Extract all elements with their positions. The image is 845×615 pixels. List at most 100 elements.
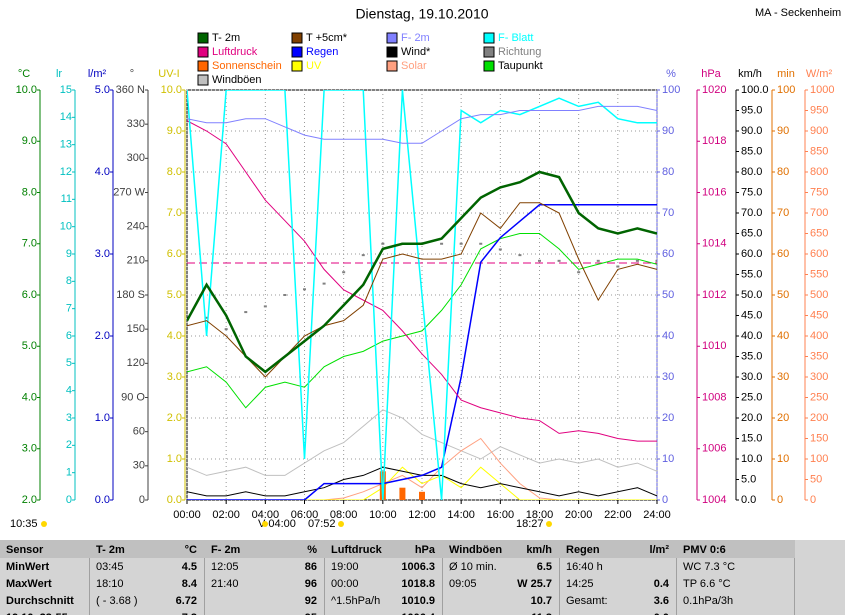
cell-right: 0.4 — [653, 578, 669, 590]
time-annotation: V-04:00 — [258, 518, 296, 530]
y-tick-label: 8.0 — [22, 186, 37, 198]
axis-title: % — [666, 68, 676, 80]
column-unit: km/h — [526, 544, 552, 556]
column-name: PMV 0:6 — [683, 544, 726, 556]
time-annotation: 07:52 — [308, 518, 336, 530]
column-name: Luftdruck — [331, 544, 382, 556]
dot — [479, 242, 483, 245]
dot — [616, 265, 620, 268]
y-tick-label: 70 — [777, 207, 789, 219]
column-unit: l/m² — [649, 544, 669, 556]
y-tick-label: 50 — [777, 289, 789, 301]
y-tick-label: 850 — [810, 145, 828, 157]
axis-title: UV-I — [158, 68, 179, 80]
y-tick-label: 1010 — [702, 340, 726, 352]
axis-title: min — [777, 68, 795, 80]
y-tick-label: 95.0 — [741, 104, 762, 116]
y-tick-label: 200 — [810, 412, 828, 424]
bar — [399, 487, 406, 500]
dot — [283, 294, 287, 296]
cell-left: ( - 3.68 ) — [96, 595, 138, 607]
cell-right: W 25.7 — [517, 578, 552, 590]
station: MA - Seckenheim — [755, 7, 841, 19]
legend-label: Richtung — [498, 46, 541, 58]
cell-left: 14:25 — [566, 578, 594, 590]
dot — [459, 242, 463, 245]
y-tick-label: 3.0 — [167, 371, 182, 383]
dot — [440, 242, 444, 245]
row-label: MaxWert — [6, 578, 52, 590]
y-tick-label: 1014 — [702, 238, 726, 250]
dot — [303, 288, 306, 291]
y-tick-label: 2.0 — [167, 412, 182, 424]
y-tick-label: 40 — [777, 330, 789, 342]
y-tick-label: 350 — [810, 350, 828, 362]
dot — [538, 259, 541, 262]
y-tick-label: 3.0 — [95, 248, 110, 260]
y-tick-label: 450 — [810, 309, 828, 321]
dot — [577, 271, 581, 274]
axis-title: l/m² — [88, 68, 107, 80]
row-label: 19.10. 23:55 — [6, 610, 68, 615]
series-line — [187, 170, 657, 374]
y-tick-label: 10 — [60, 221, 72, 233]
row-label: MinWert — [6, 561, 50, 573]
y-tick-label: 100 — [810, 453, 828, 465]
dot — [557, 259, 561, 262]
y-tick-label: 50 — [810, 473, 822, 485]
legend-swatch — [197, 32, 209, 44]
y-tick-label: 90.0 — [741, 125, 762, 137]
cell-left: 19:00 — [331, 561, 359, 573]
column-divider — [559, 540, 560, 615]
y-tick-label: 70 — [662, 207, 674, 219]
y-tick-label: 9 — [66, 248, 72, 260]
dot — [498, 248, 502, 251]
cell-right: 6.72 — [175, 595, 197, 607]
y-tick-label: 75.0 — [741, 186, 762, 198]
y-tick-label: 0 — [139, 494, 145, 506]
cell-right: 0.0 — [560, 610, 669, 615]
y-tick-label: 180 S — [116, 289, 145, 301]
y-tick-label: 1016 — [702, 186, 726, 198]
dot — [518, 254, 522, 257]
x-tick-label: 22:00 — [604, 509, 632, 521]
y-tick-label: 8 — [66, 275, 72, 287]
y-tick-label: 40 — [662, 330, 674, 342]
y-tick-label: 15 — [60, 84, 72, 96]
column-divider — [676, 540, 677, 615]
cell-right: 86 — [304, 561, 317, 573]
legend-swatch — [291, 32, 303, 44]
sun-icon — [41, 521, 47, 527]
y-tick-label: 2 — [66, 439, 72, 451]
x-tick-label: 16:00 — [487, 509, 515, 521]
dot — [635, 259, 639, 262]
y-tick-label: 150 — [127, 323, 145, 335]
legend-swatch — [291, 46, 303, 58]
y-tick-label: 14 — [60, 111, 72, 123]
legend-swatch — [386, 60, 398, 72]
y-tick-label: 15.0 — [741, 432, 762, 444]
y-tick-label: 9.0 — [22, 135, 37, 147]
column-divider — [89, 540, 90, 615]
cell-right: 92 — [304, 595, 317, 607]
y-tick-label: 7.0 — [22, 238, 37, 250]
cell-left: ^1.5hPa/h — [331, 595, 381, 607]
x-tick-label: 14:00 — [447, 509, 475, 521]
y-tick-label: 10.0 — [741, 453, 762, 465]
y-tick-label: 650 — [810, 227, 828, 239]
y-tick-label: 9.0 — [167, 125, 182, 137]
sun-icon — [262, 521, 268, 527]
cell-left: TP 6.6 °C — [683, 578, 731, 590]
y-tick-label: 600 — [810, 248, 828, 260]
y-tick-label: 1004 — [702, 494, 726, 506]
y-tick-label: 12 — [60, 166, 72, 178]
y-tick-label: 900 — [810, 125, 828, 137]
bar — [419, 491, 425, 500]
y-tick-label: 5 — [66, 357, 72, 369]
legend-swatch — [291, 60, 303, 72]
cell-left: 16:40 h — [566, 561, 603, 573]
column-unit: °C — [184, 544, 197, 556]
chart: Dienstag, 19.10.2010 MA - Seckenheim °C 2… — [10, 6, 841, 530]
y-tick-label: 50 — [662, 289, 674, 301]
header-label: Sensor — [6, 544, 44, 556]
